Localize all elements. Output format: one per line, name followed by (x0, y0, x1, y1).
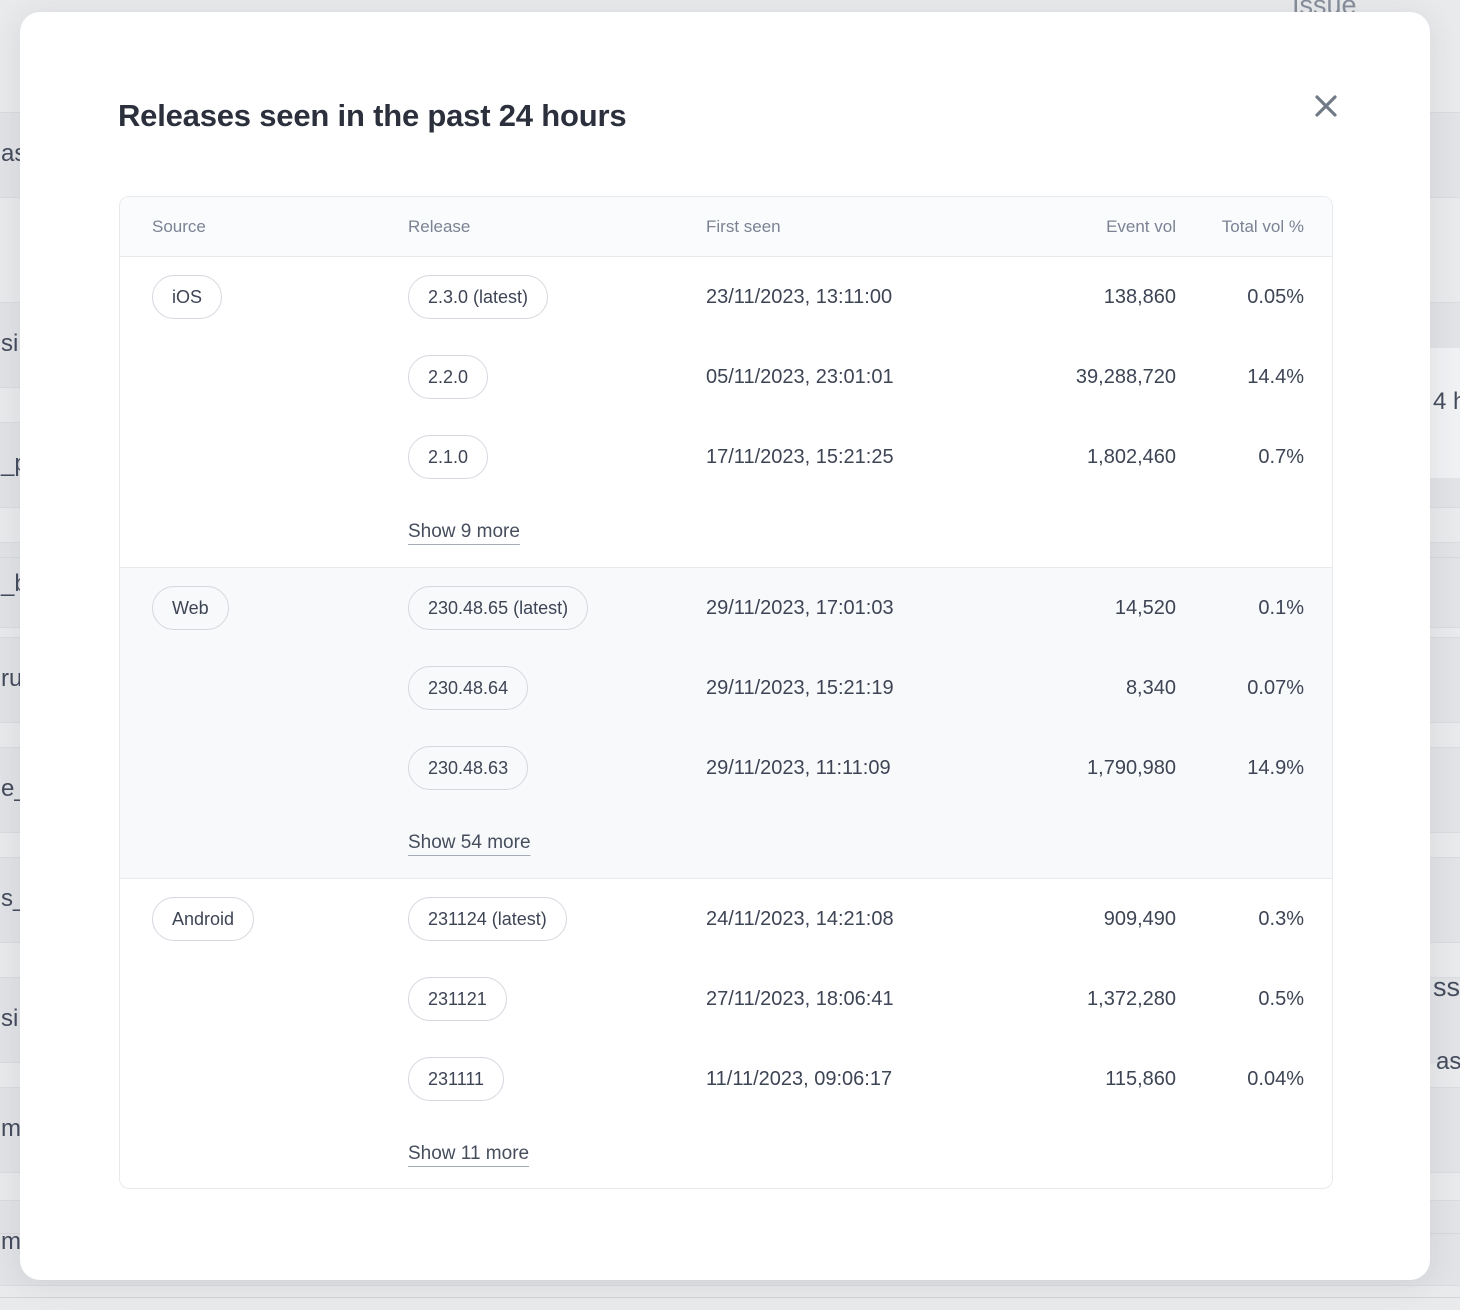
first-seen-cell: 29/11/2023, 15:21:19 (706, 676, 894, 699)
total-vol-cell: 0.04% (1247, 1067, 1304, 1090)
release-badge: 231111 (408, 1057, 505, 1101)
release-badge: 231124 (latest) (408, 897, 567, 941)
background-text-fragment: si (1, 330, 19, 357)
show-more-link-android[interactable]: Show 11 more (408, 1143, 530, 1164)
close-button[interactable] (1306, 87, 1346, 127)
release-badge: 230.48.63 (408, 746, 529, 790)
background-text-fragment: as (1436, 1048, 1460, 1075)
source-group-android: Android 231124 (latest) 24/11/2023, 14:2… (120, 878, 1332, 1188)
total-vol-cell: 0.7% (1258, 445, 1304, 468)
first-seen-cell: 17/11/2023, 15:21:25 (706, 445, 894, 468)
release-badge: 230.48.64 (408, 666, 529, 710)
source-badge: Web (152, 586, 229, 630)
close-icon (1312, 92, 1340, 123)
event-vol-cell: 115,860 (1105, 1067, 1176, 1090)
backdrop-bottom-rule (0, 1297, 1460, 1298)
event-vol-cell: 14,520 (1114, 596, 1176, 619)
event-vol-cell: 1,802,460 (1087, 445, 1176, 468)
background-text-fragment: ru (1, 665, 23, 692)
total-vol-cell: 0.3% (1258, 907, 1304, 930)
first-seen-cell: 05/11/2023, 23:01:01 (706, 365, 894, 388)
first-seen-cell: 29/11/2023, 17:01:03 (706, 596, 894, 619)
total-vol-cell: 14.9% (1247, 756, 1304, 779)
releases-table: Source Release First seen Event vol Tota… (119, 196, 1333, 1189)
show-more-link-ios[interactable]: Show 9 more (408, 521, 520, 542)
column-header-event-vol: Event vol (1106, 216, 1176, 236)
releases-modal: Releases seen in the past 24 hours Sourc… (20, 12, 1430, 1280)
release-badge: 2.3.0 (latest) (408, 275, 549, 319)
source-badge: Android (152, 897, 255, 941)
column-header-release: Release (408, 216, 471, 236)
event-vol-cell: 8,340 (1125, 676, 1176, 699)
event-vol-cell: 909,490 (1103, 907, 1176, 930)
total-vol-cell: 14.4% (1247, 365, 1304, 388)
event-vol-cell: 1,790,980 (1087, 756, 1176, 779)
table-header-row: Source Release First seen Event vol Tota… (120, 197, 1332, 257)
column-header-source: Source (152, 216, 206, 236)
release-badge: 231121 (408, 977, 507, 1021)
column-header-first-seen: First seen (706, 216, 781, 236)
background-text-fragment: ss (1433, 972, 1460, 1002)
release-badge: 230.48.65 (latest) (408, 586, 589, 630)
modal-title: Releases seen in the past 24 hours (118, 98, 627, 133)
total-vol-cell: 0.1% (1258, 596, 1304, 619)
background-text-fragment: m (1, 1228, 21, 1255)
release-badge: 2.2.0 (408, 355, 489, 399)
backdrop-highlight-row (1425, 348, 1460, 478)
column-header-total-vol: Total vol % (1221, 216, 1304, 236)
release-badge: 2.1.0 (408, 435, 489, 479)
first-seen-cell: 23/11/2023, 13:11:00 (706, 285, 893, 308)
first-seen-cell: 27/11/2023, 18:06:41 (706, 987, 894, 1010)
first-seen-cell: 11/11/2023, 09:06:17 (706, 1067, 893, 1090)
first-seen-cell: 24/11/2023, 14:21:08 (706, 907, 894, 930)
source-group-web: Web 230.48.65 (latest) 29/11/2023, 17:01… (120, 567, 1332, 878)
event-vol-cell: 1,372,280 (1087, 987, 1176, 1010)
total-vol-cell: 0.07% (1247, 676, 1304, 699)
event-vol-cell: 39,288,720 (1075, 365, 1176, 388)
event-vol-cell: 138,860 (1103, 285, 1176, 308)
show-more-link-web[interactable]: Show 54 more (408, 832, 531, 853)
background-text-fragment: m (1, 1115, 21, 1142)
background-text-fragment: si (1, 1005, 19, 1032)
total-vol-cell: 0.5% (1258, 987, 1304, 1010)
source-group-ios: iOS 2.3.0 (latest) 23/11/2023, 13:11:00 … (120, 257, 1332, 567)
source-badge: iOS (152, 275, 223, 319)
background-text-fragment: 4 h (1433, 388, 1460, 415)
total-vol-cell: 0.05% (1247, 285, 1304, 308)
first-seen-cell: 29/11/2023, 11:11:09 (706, 756, 891, 779)
